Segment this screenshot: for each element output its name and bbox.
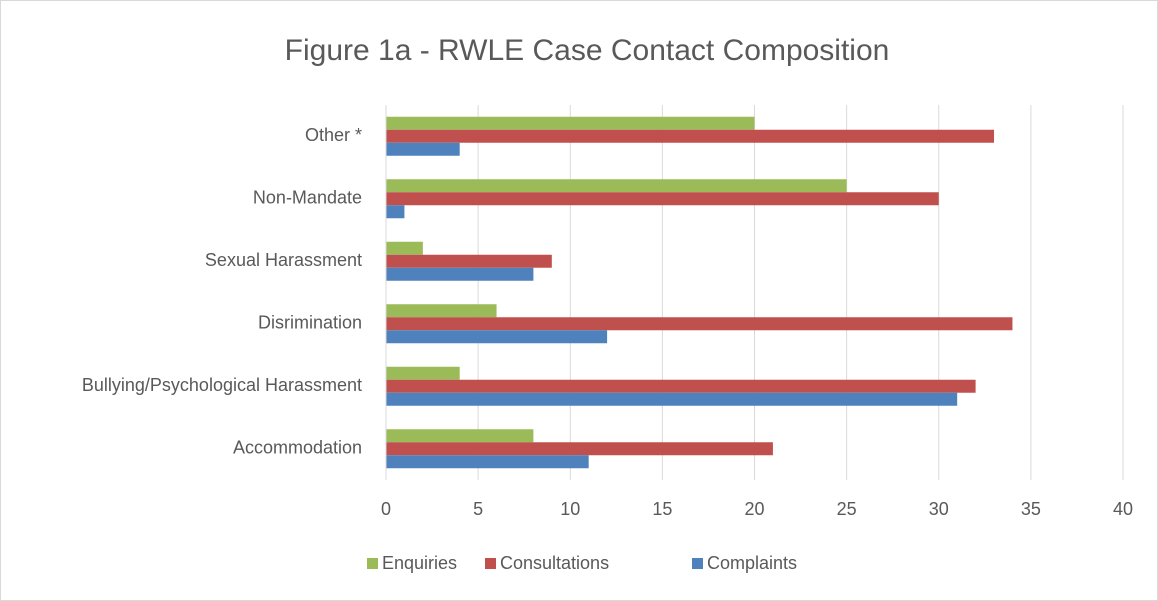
- bar: [386, 442, 773, 456]
- legend-label: Enquiries: [382, 553, 457, 573]
- bar: [386, 317, 1013, 331]
- bar: [386, 254, 552, 268]
- bar: [386, 330, 608, 344]
- x-tick-label: 35: [1021, 499, 1041, 519]
- legend-label: Complaints: [707, 553, 797, 573]
- bar: [386, 366, 460, 380]
- bar: [386, 129, 995, 143]
- bar: [386, 304, 497, 318]
- bar: [386, 179, 847, 193]
- bar: [386, 455, 589, 469]
- legend-label: Consultations: [500, 553, 609, 573]
- x-tick-label: 20: [744, 499, 764, 519]
- legend-swatch: [485, 558, 496, 569]
- y-tick-label: Disrimination: [258, 313, 362, 333]
- chart-title: Figure 1a - RWLE Case Contact Compositio…: [285, 34, 890, 67]
- x-tick-label: 15: [652, 499, 672, 519]
- bar: [386, 429, 534, 443]
- bar: [386, 192, 939, 206]
- legend-swatch: [367, 558, 378, 569]
- legend-swatch: [692, 558, 703, 569]
- y-tick-label: Accommodation: [233, 438, 362, 458]
- y-tick-label: Other *: [305, 125, 362, 145]
- bar: [386, 379, 976, 393]
- bar: [386, 205, 405, 219]
- y-tick-label: Bullying/Psychological Harassment: [82, 375, 362, 395]
- x-tick-label: 40: [1113, 499, 1133, 519]
- x-tick-label: 10: [560, 499, 580, 519]
- y-tick-label: Sexual Harassment: [205, 250, 362, 270]
- bar: [386, 267, 534, 281]
- bar: [386, 142, 460, 156]
- bar: [386, 241, 423, 255]
- x-tick-label: 0: [381, 499, 391, 519]
- bar: [386, 392, 958, 406]
- x-tick-label: 30: [929, 499, 949, 519]
- x-tick-label: 25: [837, 499, 857, 519]
- x-tick-label: 5: [473, 499, 483, 519]
- y-tick-label: Non-Mandate: [253, 188, 362, 208]
- bar: [386, 116, 755, 130]
